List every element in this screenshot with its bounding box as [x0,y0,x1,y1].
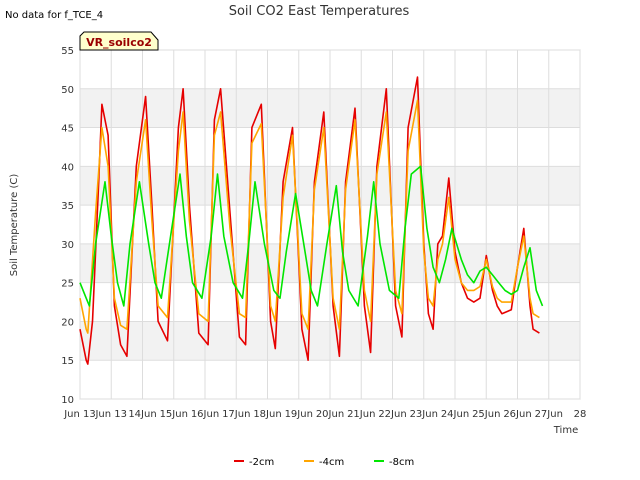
y-axis-ticks: 10 15 20 25 30 35 40 45 50 55 [61,46,74,406]
y-tick-label: 40 [61,162,74,173]
y-tick-label: 45 [61,124,74,135]
y-tick-label: 50 [61,85,74,96]
site-badge: VR_soilco2 [79,31,159,51]
x-axis-ticks: Jun 13 Jun 13 14Jun 15Jun 16Jun 17Jun 18Jun 19J… [63,409,586,420]
chart-title: Soil CO2 East Temperatures [229,4,410,19]
x-tick-label: Jun 13 [63,409,96,420]
x-tick-label: 16Jun [191,409,219,420]
y-tick-label: 35 [61,201,74,212]
y-tick-label: 25 [61,279,74,290]
legend-label: -2cm [249,457,274,468]
x-tick-label: 14Jun [128,409,156,420]
y-tick-label: 15 [61,356,74,367]
series-line-2cm [79,76,540,365]
no-data-note: No data for f_TCE_4 [5,10,103,21]
x-tick-label: 25Jun [472,409,500,420]
x-tick-label: 22Jun [378,409,406,420]
y-tick-label: 20 [61,317,74,328]
x-tick-label: 26Jun [503,409,531,420]
grid-lines [79,49,581,400]
x-tick-label: 17Jun [222,409,250,420]
y-tick-label: 10 [61,395,74,406]
x-tick-label: 27Jun [535,409,563,420]
x-tick-label: 20Jun [316,409,344,420]
x-tick-label: 21Jun [347,409,375,420]
series-line-4cm [79,99,540,334]
site-badge-label: VR_soilco2 [86,36,152,49]
x-tick-label: Jun 13 [94,409,127,420]
legend: -2cm -4cm -8cm [234,457,414,468]
x-tick-label: 28 [574,409,587,420]
y-tick-label: 30 [61,240,74,251]
x-tick-label: 23Jun [410,409,438,420]
y-tick-label: 55 [61,46,74,57]
x-tick-label: 15Jun [160,409,188,420]
series-group [79,76,544,365]
x-axis-label: Time [553,425,578,436]
x-tick-label: 19Jun [285,409,313,420]
y-axis-label: Soil Temperature (C) [9,174,20,277]
series-line-8cm [79,165,544,307]
x-tick-label: 18Jun [253,409,281,420]
legend-label: -4cm [319,457,344,468]
x-tick-label: 24Jun [441,409,469,420]
legend-label: -8cm [389,457,414,468]
